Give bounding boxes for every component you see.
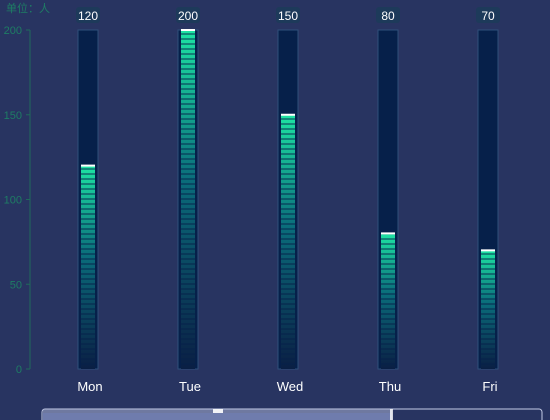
bar-cap: [81, 164, 95, 167]
datazoom-slider[interactable]: [41, 408, 543, 420]
x-tick-label: Mon: [77, 379, 102, 394]
x-tick-label: Wed: [277, 379, 304, 394]
bar-cap: [181, 29, 195, 31]
y-tick-label: 100: [4, 195, 22, 207]
data-label-bg: [176, 7, 200, 23]
data-label-bg: [276, 7, 300, 23]
y-axis: 单位：人 0 50 100 150 200: [4, 1, 50, 376]
data-label-bg: [376, 7, 400, 23]
bar-fri: 70: [476, 7, 500, 370]
data-label: 80: [381, 9, 395, 23]
x-tick-label: Tue: [179, 379, 201, 394]
data-label: 150: [278, 9, 298, 23]
bar-fill: [81, 165, 95, 369]
x-tick-label: Fri: [482, 379, 497, 394]
y-unit-label: 单位：人: [6, 1, 50, 15]
data-label-bg: [476, 7, 500, 23]
x-tick-labels: Mon Tue Wed Thu Fri: [77, 379, 497, 394]
y-tick-label: 200: [4, 25, 22, 37]
bar-cap: [481, 249, 495, 252]
bar-cap: [281, 113, 295, 116]
x-tick-label: Thu: [379, 379, 401, 394]
slider-preview-area: [43, 413, 391, 420]
bar-tue: 200: [176, 7, 200, 370]
bars-group: 120 200 150 80 70: [76, 7, 500, 370]
data-label: 70: [481, 9, 495, 23]
slider-right-handle[interactable]: [390, 409, 393, 420]
bar-fill: [281, 114, 295, 369]
data-label: 200: [178, 9, 198, 23]
y-tick-label: 50: [10, 279, 22, 291]
data-label: 120: [78, 9, 98, 23]
bar-wed: 150: [276, 7, 300, 370]
bar-fill: [381, 233, 395, 369]
slider-drag-handle[interactable]: [213, 409, 223, 413]
y-tick-label: 150: [4, 110, 22, 122]
data-label-bg: [76, 7, 100, 23]
y-tick-label: 0: [16, 364, 22, 376]
bar-mon: 120: [76, 7, 100, 370]
bar-thu: 80: [376, 7, 400, 370]
bar-fill: [481, 250, 495, 369]
bar-cap: [381, 232, 395, 235]
